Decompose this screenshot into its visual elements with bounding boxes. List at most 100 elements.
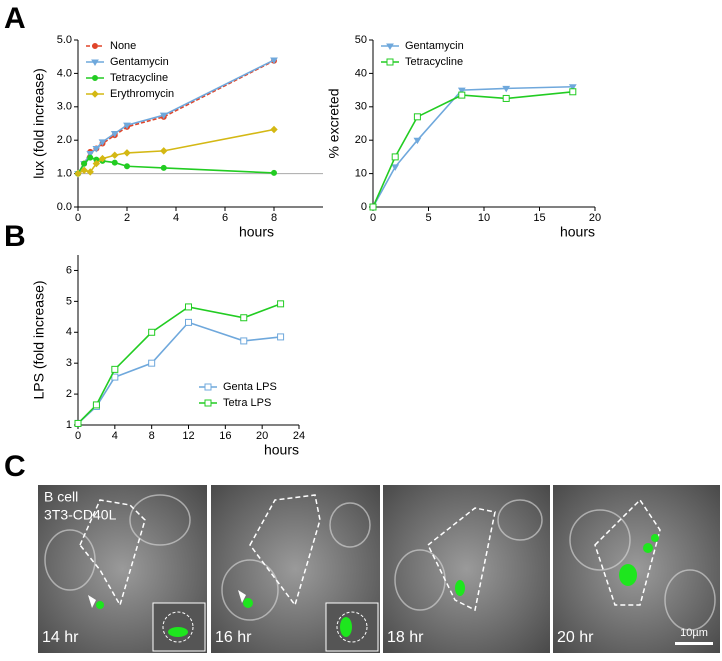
marker [92,75,98,81]
time-label: 14 hr [42,629,79,646]
fluorescence [168,627,188,637]
marker [87,154,94,161]
marker [391,153,399,161]
y-tick-label: 20 [355,134,367,146]
y-tick-label: 0 [361,201,367,213]
legend-label: Genta LPS [223,381,277,393]
marker [98,154,107,163]
legend-label: Gentamycin [405,40,464,52]
scale-bar [675,642,713,645]
micrograph [553,485,720,653]
y-tick-label: 6 [66,264,72,276]
legend-label: None [110,40,136,52]
marker [81,160,88,167]
x-axis-label: hours [239,224,274,240]
x-tick-label: 0 [75,430,81,442]
marker [124,163,130,170]
inset-outline [162,611,194,643]
panel-label: A [4,2,26,35]
marker [185,303,192,311]
marker [185,318,192,326]
marker [74,419,82,427]
y-axis-label: lux (fold increase) [31,68,47,179]
legend-label: Gentamycin [110,56,169,68]
x-tick-label: 2 [124,212,130,224]
x-tick-label: 5 [425,212,431,224]
marker [159,112,168,120]
y-tick-label: 2 [66,388,72,400]
marker [91,59,99,66]
scale-label: 10µm [680,627,708,639]
x-axis-label: hours [264,442,299,458]
marker [270,125,278,134]
marker [270,57,278,65]
x-tick-label: 0 [370,212,376,224]
legend-label: Tetracycline [110,72,168,84]
x-axis-label: hours [560,224,595,240]
marker [86,168,94,176]
x-tick-label: 4 [173,212,179,224]
y-tick-label: 4.0 [57,67,72,79]
arrowhead [88,595,96,608]
marker [502,94,510,102]
y-tick-label: 40 [355,67,367,79]
marker [277,333,285,341]
panel-label: C [4,450,26,483]
marker [160,147,168,155]
marker [111,159,118,166]
marker [277,300,285,308]
series-line [372,85,573,208]
y-tick-label: 1 [66,419,72,431]
inset [152,602,206,652]
y-tick-label: 50 [355,34,367,46]
marker [271,169,277,176]
marker [369,203,377,211]
outline [79,494,661,612]
marker [92,43,98,49]
marker [110,131,119,138]
x-tick-label: 15 [533,212,545,224]
x-tick-label: 20 [589,212,601,224]
marker [92,146,101,153]
marker [148,359,156,367]
marker [160,164,167,171]
marker [413,113,421,121]
y-tick-label: 30 [355,101,367,113]
series-line [77,156,275,175]
marker [123,122,131,130]
x-tick-label: 8 [271,212,277,224]
marker [86,151,95,158]
x-tick-label: 8 [149,430,155,442]
marker [386,43,394,50]
marker [111,373,119,381]
y-tick-label: 5 [66,295,72,307]
y-tick-label: 1.0 [57,168,72,180]
x-tick-label: 4 [112,430,118,442]
series-line [77,128,275,175]
marker [391,164,400,171]
fluorescence [96,534,659,609]
inset-outline [336,611,368,643]
micrograph-panel: B cell 3T3-CD40L 14 hr 16 hr 18 hr 20 hr… [38,485,720,653]
x-tick-label: 10 [478,212,490,224]
series-line [372,90,573,208]
marker [204,383,212,391]
arrowhead [238,590,246,603]
y-tick-label: 10 [355,168,367,180]
time-label: 20 hr [557,629,594,646]
marker [148,328,156,336]
marker [204,399,212,407]
y-tick-label: 0.0 [57,201,72,213]
marker [123,149,131,157]
time-label: 18 hr [387,629,424,646]
y-axis-label: LPS (fold increase) [31,280,47,399]
cell-label: 3T3-CD40L [44,507,117,523]
marker [240,337,248,345]
marker [569,88,577,96]
y-tick-label: 2.0 [57,134,72,146]
y-tick-label: 3 [66,357,72,369]
marker [111,365,119,373]
x-tick-label: 16 [219,430,231,442]
marker [92,401,100,409]
